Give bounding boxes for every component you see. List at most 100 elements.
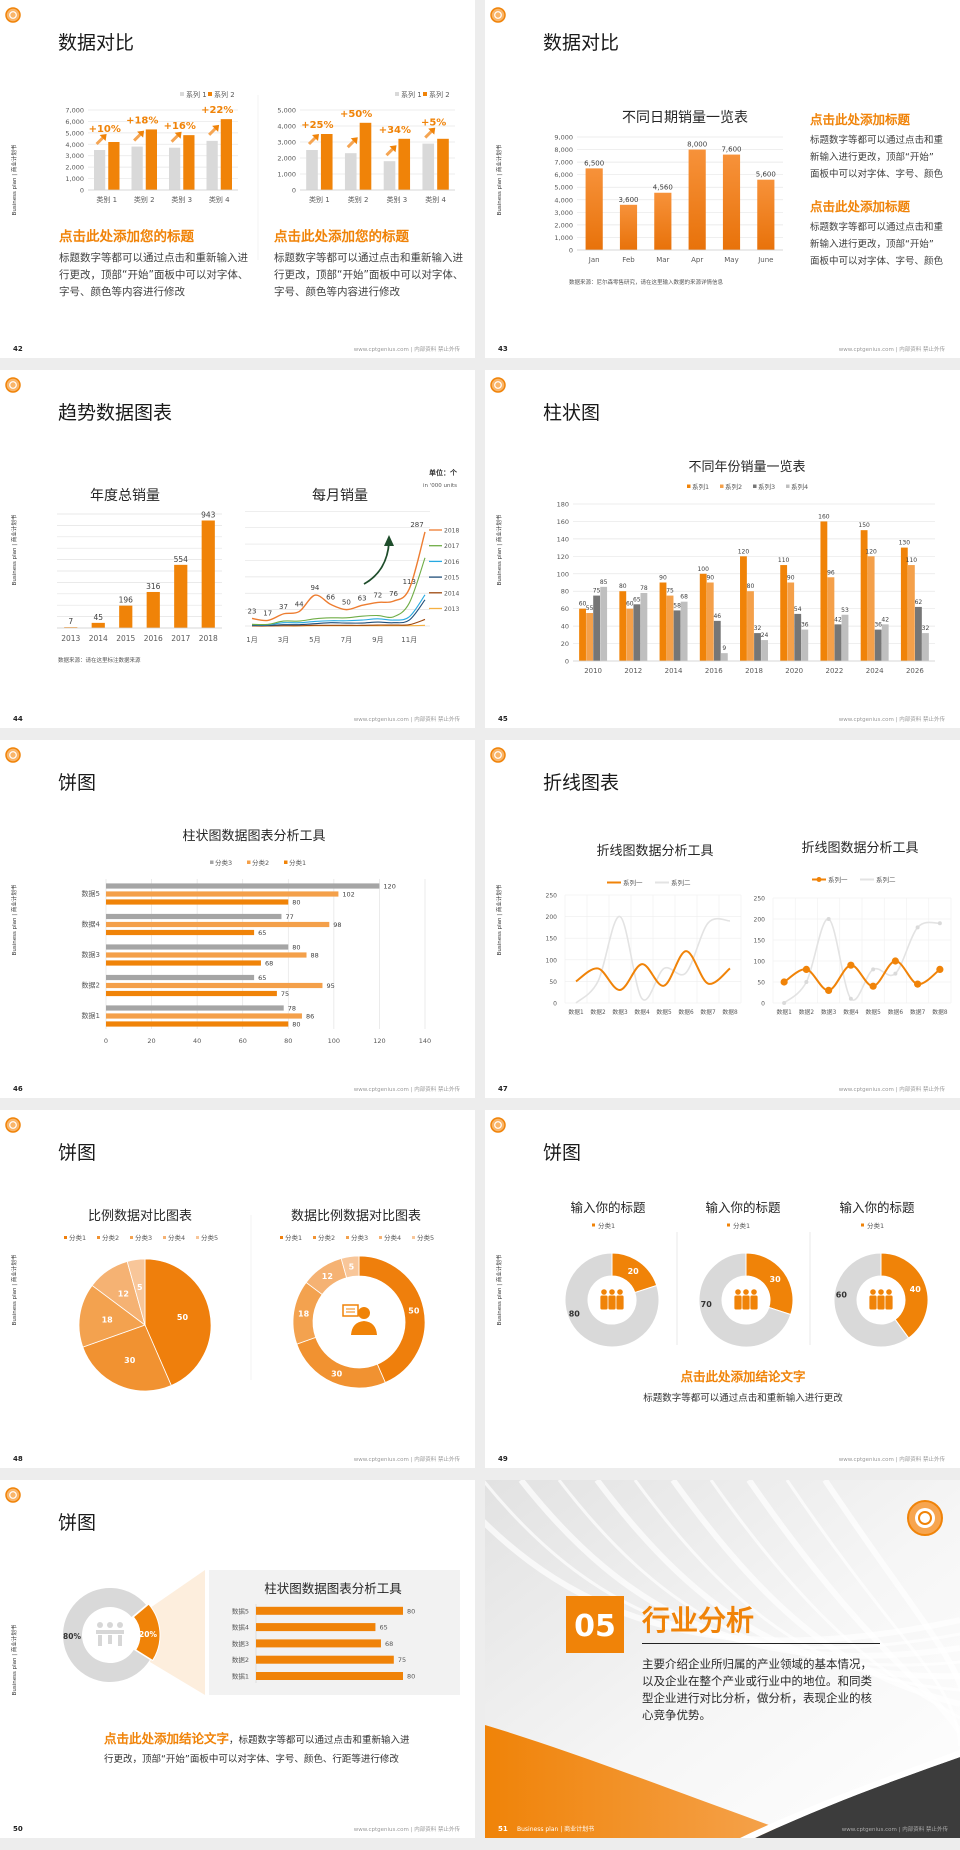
bar <box>256 1655 394 1664</box>
bar <box>820 521 828 661</box>
brand-logo-icon <box>5 7 21 23</box>
conclusion-paragraph: 点击此处添加结论文字，标题数字等都可以通过点击和重新输入进 <box>104 1731 410 1746</box>
segment-label: 80% <box>63 1632 81 1641</box>
slide-title: 趋势数据图表 <box>58 402 172 424</box>
slide-46[interactable]: 饼图 Business plan | 商业计划书 46 www.cptgenius.c… <box>0 740 475 1098</box>
y-tick-label: 1,000 <box>554 234 573 242</box>
slide-49[interactable]: 饼图 Business plan | 商业计划书 49 www.cptgenius.c… <box>485 1110 960 1468</box>
slide-43[interactable]: 数据对比 Business plan | 商业计划书 43 www.cptgenius… <box>485 0 960 358</box>
growth-arrow-icon <box>95 134 107 146</box>
legend-label: 系列二 <box>876 875 896 884</box>
side-label: Business plan | 商业计划书 <box>10 884 18 955</box>
bar <box>359 122 372 190</box>
white-wave-edge <box>740 1750 960 1838</box>
x-tick-label: 2012 <box>624 667 642 675</box>
x-tick-label: 类别 3 <box>171 195 192 204</box>
bar <box>174 564 188 628</box>
slide-44[interactable]: 趋势数据图表 Business plan | 商业计划书 44 www.cptgeni… <box>0 370 475 728</box>
slide-42[interactable]: 数据对比 Business plan | 商业计划书 42 www.cptgenius… <box>0 0 475 358</box>
data-label: 150 <box>858 522 870 529</box>
body-text-line: 标题数字等都可以通过点击和重 <box>810 221 944 233</box>
data-label: 65 <box>258 929 266 937</box>
data-label: 102 <box>342 891 354 899</box>
side-label: Business plan | 商业计划书 <box>10 1624 18 1695</box>
bar <box>585 168 603 250</box>
donut-chart: 分类1 20 80 <box>564 1221 660 1348</box>
y-tick-label: 7,000 <box>65 107 84 115</box>
line-chart: 0 50 100 150 200 250 数据1 数据2 数据3 数据4 数据5 数据6 数据7 数据8 系… <box>754 875 952 1016</box>
data-label: 76 <box>389 590 398 598</box>
bar <box>907 565 915 661</box>
bar <box>106 960 261 966</box>
legend-label: 分类2 <box>102 1233 119 1242</box>
growth-label: +25% <box>301 120 333 131</box>
growth-label: +50% <box>340 109 372 120</box>
slide-title: 饼图 <box>543 1142 581 1164</box>
slide-title: 数据对比 <box>543 32 619 54</box>
y-tick-label: 150 <box>754 938 766 945</box>
pie-slice <box>358 1255 426 1384</box>
y-tick-label: 数据5 <box>232 1606 249 1615</box>
x-tick-label: 1月 <box>246 636 257 644</box>
data-label: 90 <box>659 575 667 582</box>
x-tick-label: 7月 <box>341 636 352 644</box>
series-line <box>251 594 426 626</box>
legend-swatch <box>720 484 724 488</box>
data-label: 9 <box>722 645 726 652</box>
y-tick-label: 5,000 <box>277 107 296 115</box>
bar <box>619 591 627 661</box>
x-tick-label: 9月 <box>372 636 383 644</box>
side-label: Business plan | 商业计划书 <box>495 144 503 215</box>
chart-title: 输入你的标题 <box>705 1200 781 1215</box>
y-tick-label: 40 <box>561 623 569 631</box>
data-label: 6,500 <box>584 159 604 167</box>
bar <box>106 883 380 889</box>
data-label: 63 <box>358 594 367 602</box>
data-point <box>782 1001 787 1005</box>
x-tick-label: 2016 <box>144 634 163 643</box>
x-tick-label: 数据6 <box>678 1008 694 1016</box>
x-tick-label: 数据6 <box>888 1008 904 1016</box>
y-tick-label: 200 <box>754 917 766 924</box>
y-tick-label: 0 <box>553 1001 557 1008</box>
bar <box>437 138 449 190</box>
slide-title: 折线图表 <box>543 772 619 794</box>
data-label: 88 <box>311 952 319 960</box>
slide-51[interactable]: 05 行业分析 主要介绍企业所归属的产业领域的基本情况， 以及企业在整个产业或行业中的… <box>485 1480 960 1838</box>
bar <box>600 586 608 661</box>
pie-slice <box>126 1258 146 1326</box>
x-tick-label: 类别 3 <box>387 195 408 204</box>
slide-canvas: 折线图表 Business plan | 商业计划书 47 www.cptgenius… <box>490 747 952 1093</box>
data-label: 120 <box>383 883 395 891</box>
footer-text: www.cptgenius.com | 内部资料 禁止外传 <box>842 1825 949 1833</box>
data-label: 110 <box>778 557 790 564</box>
chart-title: 折线图数据分析工具 <box>801 841 918 856</box>
slide-48[interactable]: 饼图 Business plan | 商业计划书 48 www.cptgenius.c… <box>0 1110 475 1468</box>
bar <box>860 530 868 661</box>
bar <box>146 591 160 628</box>
slice-label: 12 <box>322 1272 333 1281</box>
y-tick-label: 20 <box>561 640 569 648</box>
bar <box>106 982 323 989</box>
data-label: 943 <box>201 510 216 519</box>
x-tick-label: 2014 <box>89 634 108 643</box>
data-label: 120 <box>865 548 877 555</box>
y-tick-label: 140 <box>557 535 569 543</box>
comparison-bar-chart: 0 1,000 2,000 3,000 4,000 5,000 类别 1 类别 2 类别 3 类别… <box>277 90 455 204</box>
data-point <box>937 921 942 926</box>
slide-canvas: 饼图 Business plan | 商业计划书 50 www.cptgenius.c… <box>5 1487 460 1833</box>
slide-47[interactable]: 折线图表 Business plan | 商业计划书 47 www.cptgenius… <box>485 740 960 1098</box>
bar <box>699 573 707 661</box>
legend-label: 2018 <box>444 528 459 535</box>
team-people-icon <box>869 1289 893 1310</box>
data-label: 23 <box>248 607 257 615</box>
slide-50[interactable]: 饼图 Business plan | 商业计划书 50 www.cptgenius.c… <box>0 1480 475 1838</box>
y-tick-label: 3,000 <box>277 139 296 147</box>
y-tick-label: 4,000 <box>65 141 84 149</box>
bar <box>183 135 195 190</box>
legend-label: 分类3 <box>135 1233 152 1242</box>
data-label: 54 <box>794 606 802 613</box>
slide-45[interactable]: 柱状图 Business plan | 商业计划书 45 www.cptgenius.… <box>485 370 960 728</box>
y-tick-label: 7,000 <box>554 159 573 167</box>
legend-swatch <box>395 92 399 96</box>
